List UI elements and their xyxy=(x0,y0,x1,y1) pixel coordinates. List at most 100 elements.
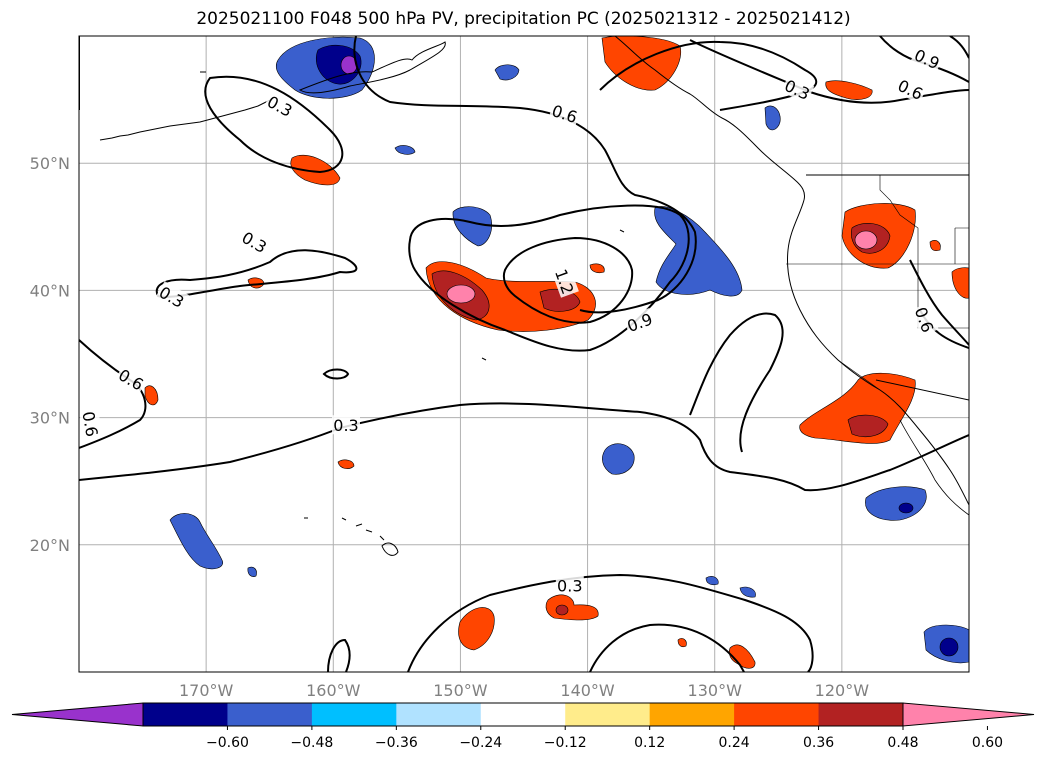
svg-text:0.6: 0.6 xyxy=(115,365,147,394)
svg-text:0.6: 0.6 xyxy=(78,410,101,438)
lon-tick-label: 170°W xyxy=(179,681,234,700)
colorbar: −0.60 −0.48 −0.36 −0.24 −0.12 0.12 0.24 0.36 0.4… xyxy=(11,702,1035,751)
colorbar-swatch xyxy=(649,703,735,726)
coastline-baja xyxy=(899,419,969,516)
svg-text:0.9: 0.9 xyxy=(911,45,942,73)
colorbar-tick-label: −0.36 xyxy=(375,735,418,751)
pv-contour xyxy=(599,40,818,111)
precip-region xyxy=(394,145,416,155)
colorbar-tick-label: −0.12 xyxy=(544,735,587,751)
pv-contour xyxy=(79,402,969,492)
coastline-alaska xyxy=(298,41,446,94)
precip-region xyxy=(825,80,873,100)
map-frame xyxy=(78,35,970,673)
precip-region xyxy=(555,604,569,616)
colorbar-tick-label: −0.60 xyxy=(206,735,249,751)
colorbar-swatch xyxy=(818,703,904,726)
island-small xyxy=(481,357,487,361)
contour-label: 0.3 xyxy=(555,575,584,596)
pv-contour-labels: 0.90.60.30.60.30.30.31.20.9 0.60.60.6 0.30… xyxy=(78,43,944,596)
contour-label: 0.6 xyxy=(911,303,939,336)
precip-region xyxy=(446,284,476,304)
colorbar-extend-low xyxy=(11,702,144,727)
precip-region xyxy=(705,576,719,586)
contour-label: 0.3 xyxy=(237,226,272,257)
precip-region xyxy=(290,154,341,186)
contour-label: 0.6 xyxy=(114,363,149,394)
precip-region xyxy=(929,240,941,252)
pv-contour xyxy=(353,36,697,314)
lon-tick-label: 120°W xyxy=(815,681,870,700)
lon-tick-label: 140°W xyxy=(560,681,615,700)
lon-tick-label: 130°W xyxy=(688,681,743,700)
colorbar-swatch xyxy=(565,703,651,726)
contour-label: 0.6 xyxy=(78,408,103,440)
svg-text:0.3: 0.3 xyxy=(333,416,358,435)
lon-tick-label: 150°W xyxy=(433,681,488,700)
contour-label: 0.3 xyxy=(263,90,297,121)
pv-contour xyxy=(689,312,784,453)
colorbar-tick-label: −0.24 xyxy=(459,735,502,751)
lat-tick-label: 50°N xyxy=(30,154,70,173)
coastlines xyxy=(99,36,969,556)
precip-region xyxy=(898,502,914,514)
precip-region xyxy=(951,267,969,299)
precip-region xyxy=(144,385,159,406)
precip-region xyxy=(452,206,492,247)
lat-tick-label: 30°N xyxy=(30,409,70,428)
island-small xyxy=(200,71,625,233)
colorbar-tick-label: 0.24 xyxy=(719,735,750,751)
contour-label: 0.9 xyxy=(623,308,656,336)
pv-contours xyxy=(79,36,969,672)
pv-contour xyxy=(589,623,745,672)
pv-contour xyxy=(327,638,351,672)
colorbar-swatch xyxy=(396,703,482,726)
precip-region xyxy=(739,586,756,598)
contour-label: 0.3 xyxy=(332,415,360,435)
pv-contour xyxy=(204,75,344,174)
coastline-aleutians xyxy=(99,99,271,141)
precip-region xyxy=(728,644,756,669)
precip-region xyxy=(865,486,927,521)
precip-region xyxy=(847,414,889,437)
pv-contour xyxy=(909,259,969,346)
precip-region xyxy=(337,459,355,469)
colorbar-frame xyxy=(142,702,904,727)
precip-region xyxy=(589,263,605,274)
contour-label: 0.9 xyxy=(910,43,944,73)
island-hawaii xyxy=(381,542,399,556)
pv-contour xyxy=(79,339,147,449)
colorbar-tick-label: 0.60 xyxy=(972,735,1003,751)
colorbar-swatch xyxy=(227,703,313,726)
border-us-mexico xyxy=(875,379,969,401)
precip-region xyxy=(458,607,495,651)
svg-text:0.3: 0.3 xyxy=(782,76,813,104)
pv-contour xyxy=(502,236,634,324)
svg-text:0.3: 0.3 xyxy=(557,577,582,596)
lat-tick-label: 40°N xyxy=(30,281,70,300)
gridlines xyxy=(79,36,969,672)
precip-region xyxy=(169,513,223,570)
colorbar-swatch xyxy=(734,703,820,726)
axis-labels: 170°W 160°W 150°W 140°W 130°W 120°W 50°N 40°N 30… xyxy=(30,154,870,700)
precip-region xyxy=(654,206,743,297)
precip-region xyxy=(494,64,520,81)
island-hawaii xyxy=(304,517,373,533)
colorbar-tick-label: 0.12 xyxy=(634,735,665,751)
svg-text:0.3: 0.3 xyxy=(238,228,270,257)
precip-region xyxy=(601,36,682,91)
precip-region xyxy=(677,638,687,648)
pv-contour xyxy=(408,204,690,352)
precip-region xyxy=(539,289,581,312)
map-title: 2025021100 F048 500 hPa PV, precipitatio… xyxy=(196,9,851,29)
plot-area: 0.90.60.30.60.30.30.31.20.9 0.60.60.6 0.30… xyxy=(78,36,969,672)
colorbar-tick-label: 0.48 xyxy=(887,735,918,751)
state-border xyxy=(837,359,881,391)
island-hawaii xyxy=(379,535,385,541)
svg-text:0.3: 0.3 xyxy=(156,283,188,312)
precip-region xyxy=(764,105,781,131)
precip-region xyxy=(602,443,635,475)
precip-region xyxy=(939,637,959,657)
coastline-bc xyxy=(614,36,805,201)
